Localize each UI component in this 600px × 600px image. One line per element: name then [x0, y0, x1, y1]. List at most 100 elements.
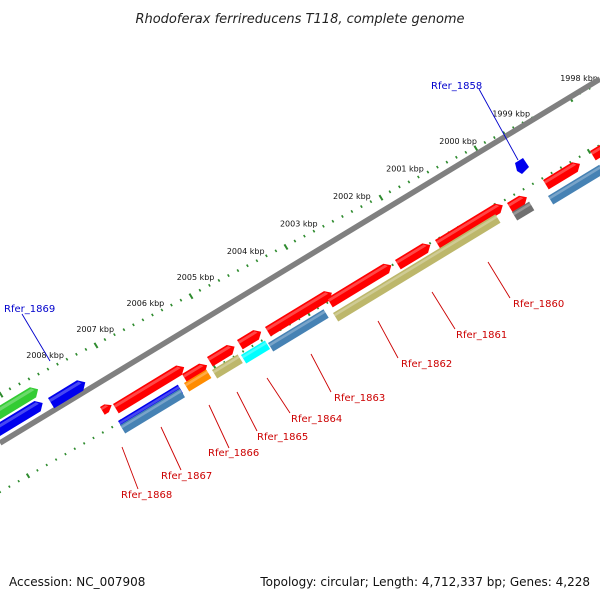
ruler-tick: [18, 382, 21, 386]
ruler-tick: [65, 357, 69, 361]
ruler-tick: [322, 224, 325, 228]
ruler-tick: [407, 180, 411, 184]
gene-label[interactable]: Rfer_1865: [257, 432, 308, 443]
gene-label[interactable]: Rfer_1866: [208, 448, 259, 459]
ruler-tick: [426, 170, 430, 174]
cds-forward[interactable]: [182, 363, 208, 384]
cds-forward[interactable]: [0, 401, 43, 438]
cds-reverse[interactable]: [212, 354, 243, 379]
gene-label-leader: [487, 261, 511, 299]
ruler-tick: [151, 313, 154, 317]
ruler-tick: [550, 171, 553, 175]
ruler-tick: [473, 145, 479, 152]
ruler-tick: [265, 254, 268, 258]
ruler-tick: [101, 431, 105, 434]
gene-label-leader: [236, 391, 258, 432]
ruler-tick: [17, 479, 20, 483]
ruler-tick: [293, 239, 297, 243]
ruler-label: 2006 kbp: [127, 299, 165, 308]
ruler-tick: [113, 333, 116, 337]
cds-reverse[interactable]: [120, 388, 185, 434]
backbone-line-outer: [0, 76, 600, 446]
ruler-tick: [84, 347, 88, 351]
ruler-label: 2008 kbp: [26, 351, 64, 360]
ruler-label: 1998 kbp: [560, 74, 598, 83]
ruler-tick: [391, 263, 394, 267]
ruler-tick: [75, 352, 78, 356]
ruler-tick: [303, 234, 306, 238]
gene-label[interactable]: Rfer_1863: [334, 393, 385, 404]
ruler-tick: [36, 469, 39, 472]
ruler-tick: [73, 447, 77, 451]
ruler-tick: [27, 377, 31, 381]
cds-forward[interactable]: [113, 365, 185, 414]
ruler-tick: [255, 259, 259, 263]
cds-reverse[interactable]: [512, 201, 535, 221]
gene-label-leader: [310, 353, 332, 393]
cds-forward[interactable]: [590, 144, 600, 161]
ruler-tick: [569, 160, 572, 164]
ruler-tick: [92, 436, 95, 440]
ruler-label: 2000 kbp: [439, 137, 477, 146]
ruler-tick: [246, 264, 249, 268]
cds-forward[interactable]: [207, 345, 235, 367]
gene-label[interactable]: Rfer_1860: [513, 299, 564, 310]
ruler-tick: [559, 166, 563, 169]
cds-reverse[interactable]: [333, 214, 501, 322]
ruler-tick: [56, 362, 59, 366]
gene-label[interactable]: Rfer_1858: [431, 81, 482, 92]
cds-rfer-1858[interactable]: [515, 158, 529, 174]
cds-forward[interactable]: [237, 330, 262, 350]
cds-forward[interactable]: [48, 380, 86, 409]
gene-label[interactable]: Rfer_1869: [4, 304, 55, 315]
cds-forward[interactable]: [327, 263, 392, 308]
ruler-label: 2003 kbp: [280, 219, 318, 228]
gene-label-leader: [160, 426, 182, 471]
cds-forward[interactable]: [0, 387, 39, 420]
ruler-tick: [208, 283, 211, 287]
ruler-tick: [398, 185, 401, 189]
ruler-tick: [8, 485, 11, 488]
ruler-label: 2005 kbp: [177, 273, 215, 282]
ruler-tick: [586, 148, 592, 155]
cds-forward[interactable]: [100, 404, 112, 415]
genome-summary: Topology: circular; Length: 4,712,337 bp…: [259, 575, 590, 589]
map-title: Rhodoferax ferrireducens T118, complete …: [135, 12, 464, 27]
ruler-tick: [160, 308, 164, 312]
gene-label-leader: [377, 320, 399, 359]
cds-forward[interactable]: [265, 291, 332, 337]
cds-forward[interactable]: [395, 243, 431, 270]
genome-backbone: [0, 76, 600, 446]
ruler-label: 2004 kbp: [227, 247, 265, 256]
gene-label-leader: [208, 404, 230, 449]
cds-forward[interactable]: [543, 162, 580, 190]
gene-label[interactable]: Rfer_1864: [291, 414, 342, 425]
ruler-tick: [82, 441, 86, 445]
gene-track: [0, 144, 600, 438]
ruler-label: 1999 kbp: [492, 109, 530, 118]
gene-label[interactable]: Rfer_1867: [161, 471, 212, 482]
cds-reverse[interactable]: [241, 340, 271, 364]
gene-label[interactable]: Rfer_1862: [401, 359, 452, 370]
ruler-tick: [251, 344, 254, 348]
ruler-tick: [578, 155, 581, 159]
gene-labels: Rfer_1858 Rfer_1869 Rfer_1860 Rfer_1861 Rfer…: [4, 81, 564, 501]
cds-forward[interactable]: [435, 203, 503, 250]
cds-reverse[interactable]: [548, 164, 600, 205]
cds-reverse[interactable]: [268, 309, 329, 352]
ruler-tick: [274, 249, 278, 253]
gene-label[interactable]: Rfer_1868: [121, 490, 172, 501]
cds-reverse[interactable]: [184, 369, 212, 392]
gene-label[interactable]: Rfer_1861: [456, 330, 507, 341]
ruler-tick: [493, 136, 496, 140]
ruler-tick: [502, 131, 506, 135]
gene-label-leader: [478, 88, 519, 161]
ruler-tick: [170, 303, 173, 307]
ruler-tick: [260, 339, 264, 342]
ruler-tick: [198, 288, 202, 292]
cds-forward[interactable]: [507, 195, 527, 213]
ruler-label: 2002 kbp: [333, 192, 371, 201]
ruler-tick: [241, 350, 245, 353]
ruler-tick: [531, 182, 535, 186]
